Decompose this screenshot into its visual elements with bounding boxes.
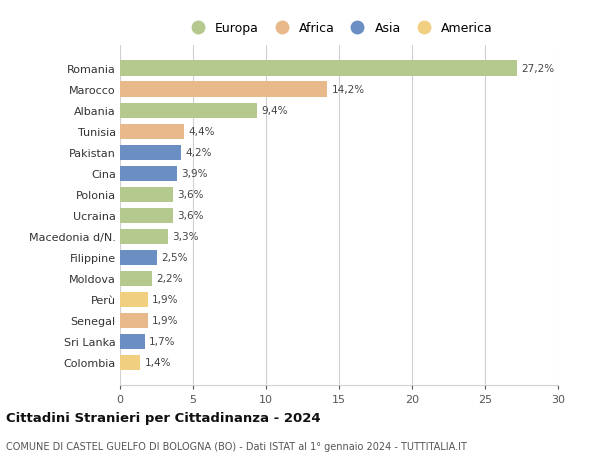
Bar (120, 271, 152, 286)
Text: 1,9%: 1,9% (152, 295, 179, 305)
Text: 1,7%: 1,7% (149, 336, 176, 347)
Bar (120, 292, 148, 307)
Bar (120, 334, 145, 349)
Text: 4,4%: 4,4% (188, 127, 215, 137)
Bar (120, 62, 517, 77)
Bar (120, 313, 148, 328)
Text: 3,6%: 3,6% (177, 190, 203, 200)
Bar (120, 187, 173, 202)
Text: 4,2%: 4,2% (186, 148, 212, 158)
Bar (120, 145, 181, 160)
Text: COMUNE DI CASTEL GUELFO DI BOLOGNA (BO) - Dati ISTAT al 1° gennaio 2024 - TUTTIT: COMUNE DI CASTEL GUELFO DI BOLOGNA (BO) … (6, 441, 467, 451)
Text: 27,2%: 27,2% (521, 64, 554, 74)
Legend: Europa, Africa, Asia, America: Europa, Africa, Asia, America (181, 18, 497, 39)
Bar (120, 229, 168, 244)
Bar (120, 166, 177, 181)
Text: 2,2%: 2,2% (157, 274, 183, 284)
Text: Cittadini Stranieri per Cittadinanza - 2024: Cittadini Stranieri per Cittadinanza - 2… (6, 412, 320, 425)
Bar (120, 208, 173, 223)
Text: 9,4%: 9,4% (262, 106, 288, 116)
Text: 1,9%: 1,9% (152, 316, 179, 325)
Bar (120, 103, 257, 118)
Bar (120, 250, 157, 265)
Text: 14,2%: 14,2% (332, 85, 365, 95)
Text: 3,9%: 3,9% (181, 169, 208, 179)
Text: 3,3%: 3,3% (173, 232, 199, 242)
Text: 1,4%: 1,4% (145, 358, 172, 368)
Bar (120, 355, 140, 370)
Text: 2,5%: 2,5% (161, 253, 187, 263)
Text: 3,6%: 3,6% (177, 211, 203, 221)
Bar (120, 124, 184, 140)
Bar (120, 82, 328, 97)
